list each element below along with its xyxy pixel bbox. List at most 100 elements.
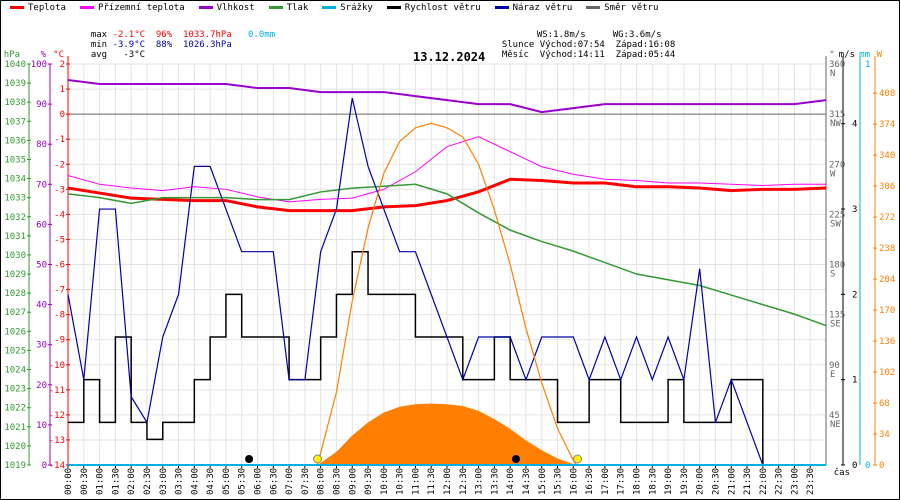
wind-dir-compass-label: NE (830, 420, 841, 430)
max-temp: -2.1°C (112, 30, 146, 40)
x-tick-label: 05:00 (222, 468, 232, 495)
x-tick-label: 23:30 (806, 468, 816, 495)
x-tick-label: 21:30 (743, 468, 753, 495)
pressure-tick-label: 1033 (4, 194, 26, 204)
x-tick-label: 19:00 (664, 468, 674, 495)
stats-min: min -3.9°C 88% 1026.3hPa (80, 29, 232, 51)
temperature-tick-label: -6 (54, 261, 65, 271)
pressure-tick-label: 1023 (4, 385, 26, 395)
moon-set: Západ:05:44 (615, 50, 676, 60)
max-label: max (90, 30, 108, 40)
x-tick-label: 09:30 (364, 468, 374, 495)
series-line (68, 250, 826, 466)
legend-swatch (10, 6, 24, 9)
legend-item: Srážky (322, 3, 373, 13)
wind-speed-axis-label: m/s (839, 50, 855, 60)
temperature-tick-label: 0 (60, 110, 65, 120)
rain-tick-label: 0 (865, 461, 870, 471)
wind-dir-tick-label: 315 (829, 110, 845, 120)
x-tick-label: 01:00 (96, 468, 106, 495)
x-tick-label: 12:30 (459, 468, 469, 495)
x-tick-label: 06:30 (269, 468, 279, 495)
x-tick-label: 18:00 (633, 468, 643, 495)
solar-tick-label: 102 (879, 368, 895, 378)
sun-label: Slunce (501, 40, 535, 50)
x-tick-label: 04:00 (190, 468, 200, 495)
x-tick-label: 08:00 (317, 468, 327, 495)
x-tick-label: 04:30 (206, 468, 216, 495)
pressure-tick-label: 1036 (4, 136, 26, 146)
min-label: min (90, 40, 108, 50)
x-tick-label: 22:30 (775, 468, 785, 495)
x-tick-label: 11:30 (427, 468, 437, 495)
legend-item: Směr větru (586, 3, 658, 13)
humidity-axis-label: % (41, 50, 47, 60)
solar-tick-label: 408 (879, 89, 895, 99)
pressure-tick-label: 1019 (4, 461, 26, 471)
legend: Teplota Přízemní teplota Vlhkost Tlak Srážky… (10, 3, 672, 15)
temperature-tick-label: -1 (54, 135, 65, 145)
x-tick-label: 17:30 (617, 468, 627, 495)
pressure-tick-label: 1022 (4, 404, 26, 414)
max-pressure: 1033.7hPa (183, 30, 232, 40)
pressure-axis-label: hPa (4, 50, 20, 60)
wind-speed-avg: WS:1.8m/s (536, 30, 586, 40)
x-tick-label: 06:00 (254, 468, 264, 495)
x-axis-label: čas (834, 467, 850, 478)
x-tick-label: 23:00 (790, 468, 800, 495)
x-tick-label: 15:00 (538, 468, 548, 495)
legend-item: Teplota (10, 3, 66, 13)
legend-swatch (79, 6, 94, 9)
legend-label: Přízemní teplota (97, 3, 185, 13)
wind-speed-tick-label: 3 (852, 205, 857, 215)
solar-tick-label: 374 (879, 120, 895, 130)
temperature-tick-label: -12 (49, 411, 65, 421)
pressure-tick-label: 1021 (4, 423, 26, 433)
wind-dir-compass-label: E (830, 370, 835, 380)
x-tick-label: 15:30 (554, 468, 564, 495)
solar-tick-label: 68 (879, 399, 890, 409)
legend-swatch (386, 6, 401, 9)
x-tick-label: 20:30 (711, 468, 721, 495)
wind-dir-tick-label: 270 (829, 160, 845, 170)
legend-swatch (322, 6, 337, 9)
wind-dir-compass-label: S (830, 270, 835, 280)
legend-label: Rychlost větru (404, 3, 481, 13)
sun-set: Západ:16:08 (615, 40, 676, 50)
humidity-tick-label: 0 (42, 461, 47, 471)
wind-speed-tick-label: 1 (852, 376, 857, 386)
temperature-axis-label: °C (53, 50, 64, 60)
x-tick-label: 22:00 (759, 468, 769, 495)
temperature-tick-label: -5 (54, 235, 65, 245)
humidity-tick-label: 70 (36, 180, 47, 190)
x-tick-label: 07:00 (285, 468, 295, 495)
humidity-tick-label: 90 (36, 100, 47, 110)
pressure-tick-label: 1031 (4, 232, 26, 242)
x-tick-label: 08:30 (332, 468, 342, 495)
legend-swatch (586, 6, 601, 9)
x-tick-label: 02:30 (143, 468, 153, 495)
pressure-tick-label: 1037 (4, 117, 26, 127)
sunrise-marker (313, 454, 323, 464)
stats-avg: avg -3°C (80, 39, 145, 61)
sunset-marker (573, 454, 583, 464)
solar-tick-label: 0 (879, 461, 884, 471)
x-tick-label: 01:30 (111, 468, 121, 495)
legend-label: Teplota (28, 3, 66, 13)
legend-swatch (268, 6, 283, 9)
pressure-tick-label: 1025 (4, 346, 26, 356)
solar-tick-label: 272 (879, 213, 895, 223)
x-tick-label: 03:00 (159, 468, 169, 495)
x-tick-label: 16:30 (585, 468, 595, 495)
solar-tick-label: 170 (879, 306, 895, 316)
min-temp: -3.9°C (112, 40, 146, 50)
avg-temp: -3°C (123, 50, 146, 60)
avg-label: avg (90, 50, 108, 60)
x-tick-label: 10:30 (396, 468, 406, 495)
pressure-tick-label: 1027 (4, 308, 26, 318)
humidity-tick-label: 40 (36, 301, 47, 311)
pressure-tick-label: 1035 (4, 155, 26, 165)
temperature-tick-label: -8 (54, 311, 65, 321)
moon-stats: Měsíc Východ:14:11 Západ:05:44 (491, 39, 675, 61)
x-tick-label: 12:00 (443, 468, 453, 495)
